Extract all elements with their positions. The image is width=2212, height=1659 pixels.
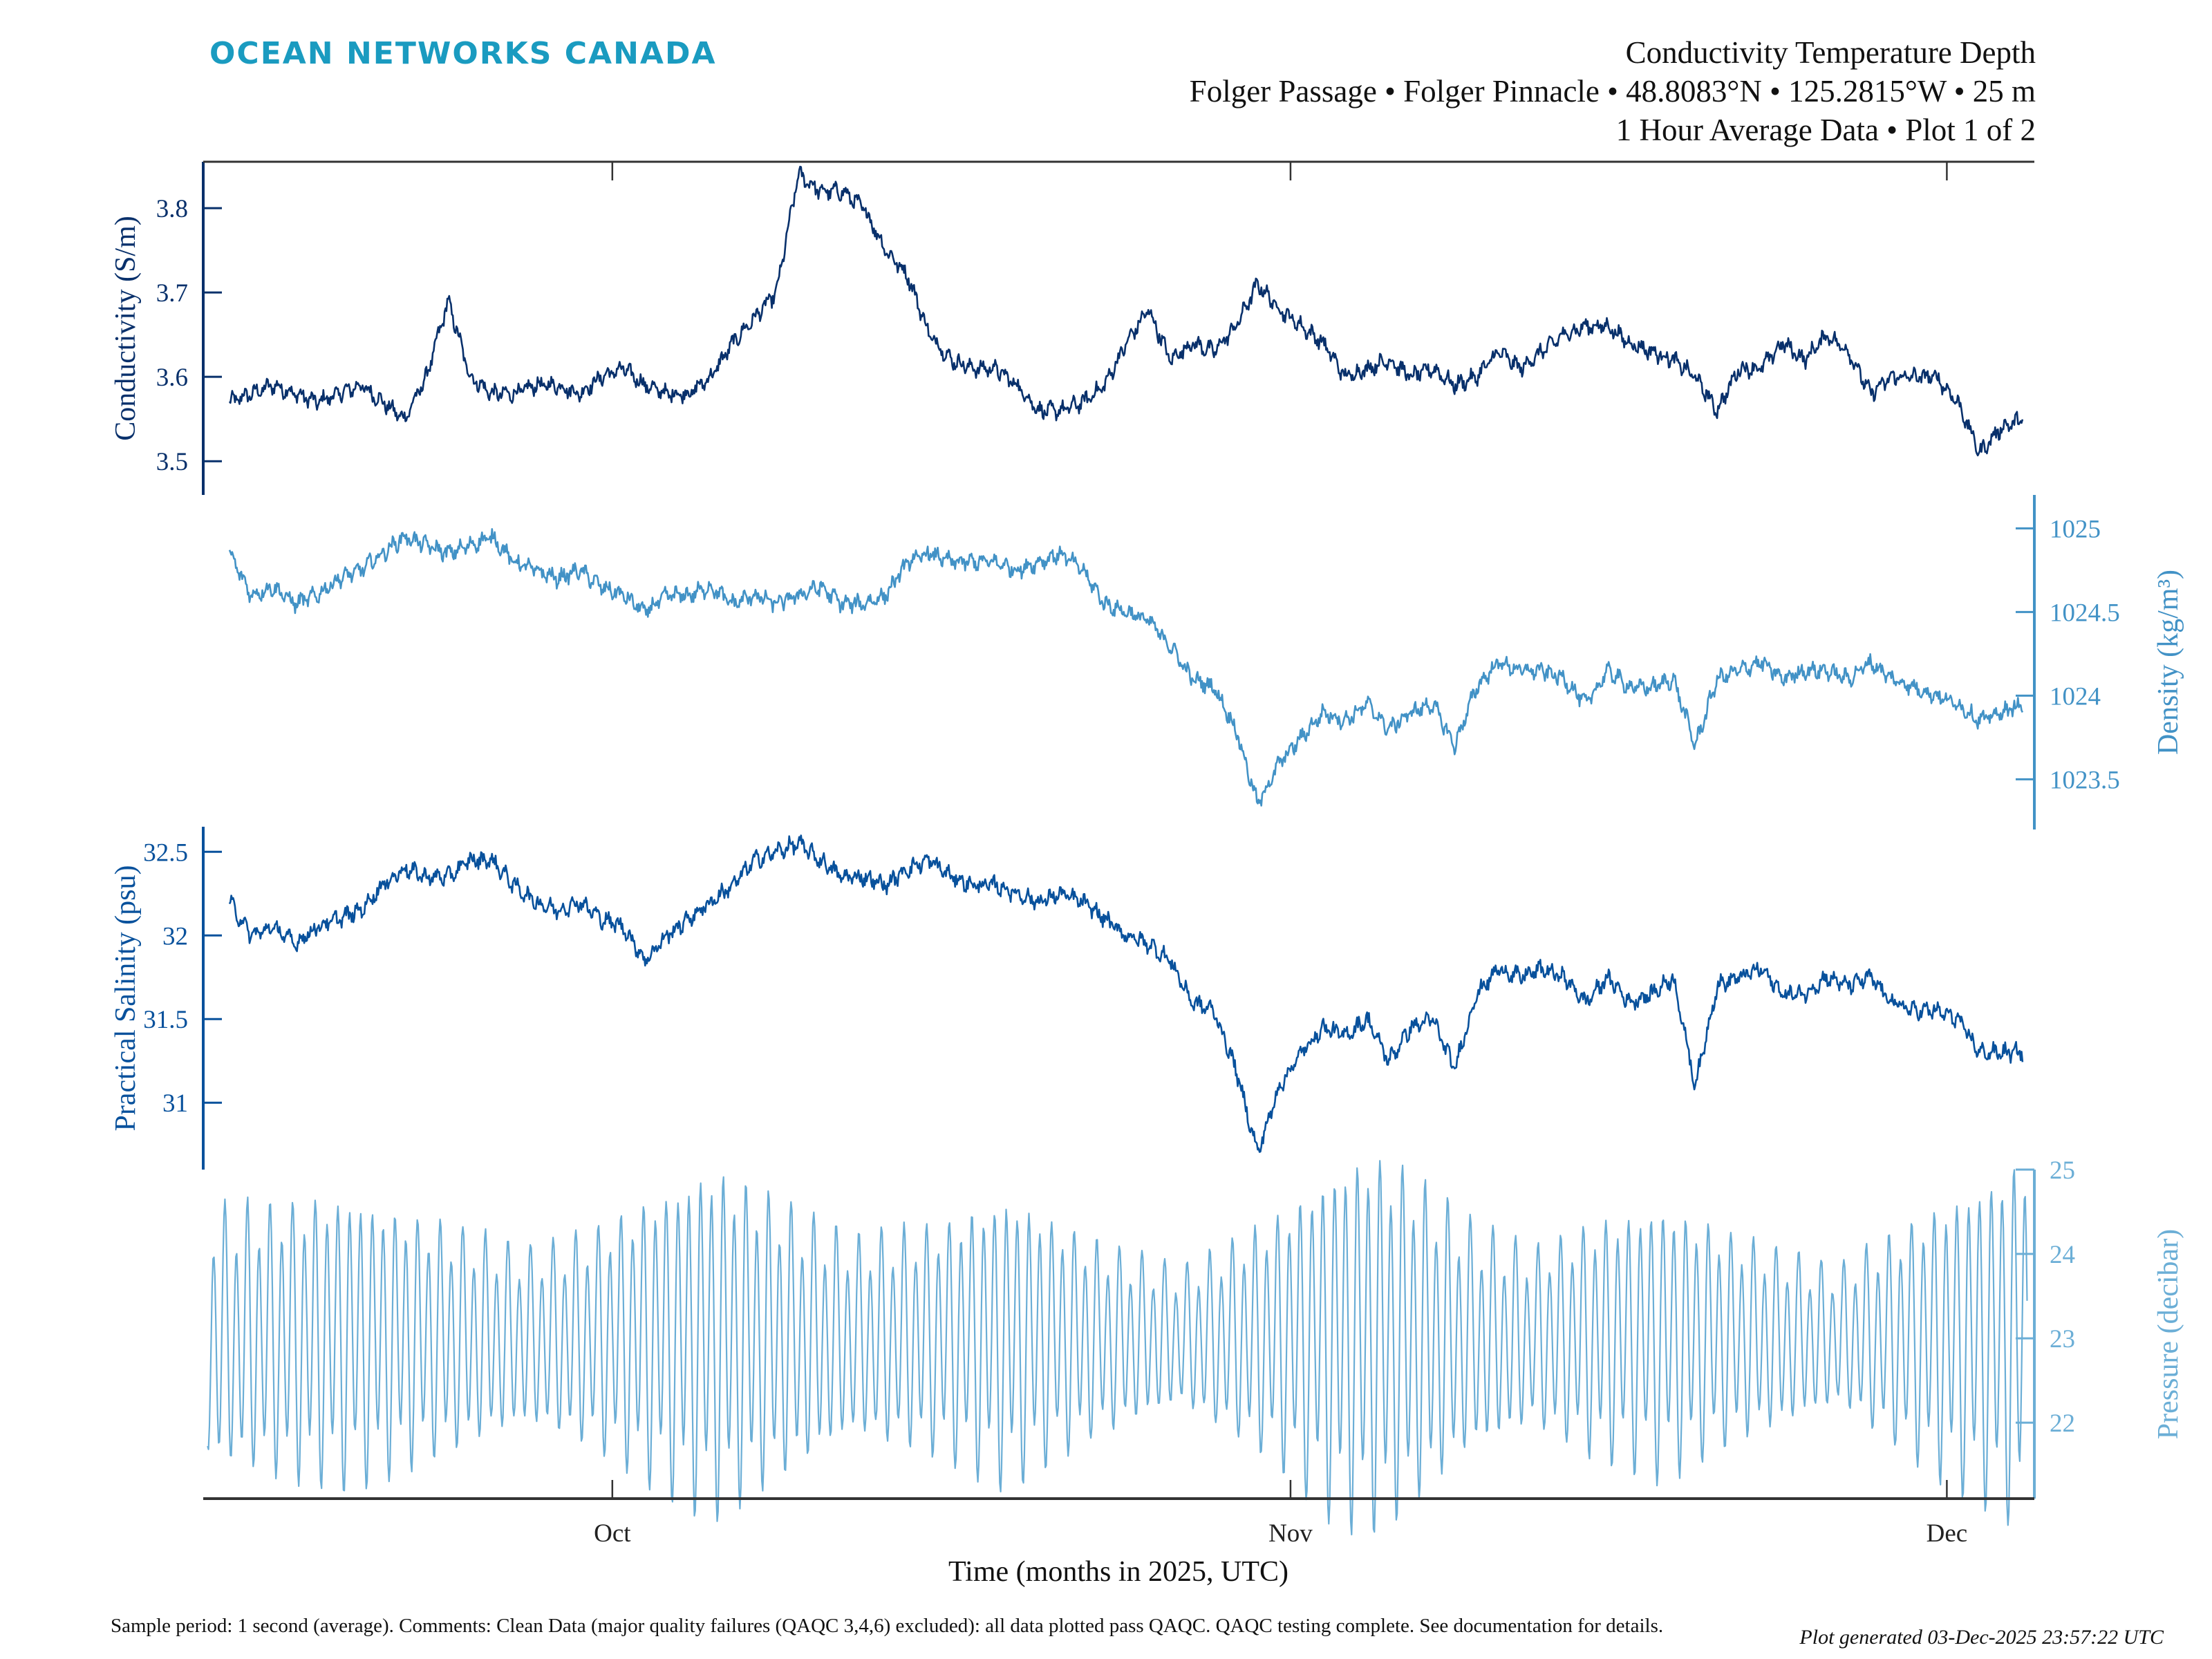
x-tick-label-nov: Nov <box>1268 1519 1313 1548</box>
density-series-line <box>228 527 2024 807</box>
plot-lines <box>207 165 2028 1536</box>
density-y-tick-label: 1024.5 <box>2050 599 2120 627</box>
density-y-tick-label: 1025 <box>2050 515 2101 543</box>
pressure-series-line <box>207 1160 2028 1536</box>
pressure-y-tick-label: 22 <box>2050 1409 2075 1438</box>
footer-comments: Sample period: 1 second (average). Comme… <box>111 1615 1664 1637</box>
x-axis-title: Time (months in 2025, UTC) <box>948 1556 1288 1588</box>
chart-location: Folger Passage • Folger Pinnacle • 48.80… <box>1189 74 2036 109</box>
conductivity-y-axis-title: Conductivity (S/m) <box>110 216 142 441</box>
pressure-y-tick-label: 24 <box>2050 1241 2075 1269</box>
conductivity-y-tick-label: 3.5 <box>156 448 188 476</box>
brand-logo: OCEAN NETWORKS CANADA <box>209 36 717 71</box>
axes: 3.5 3.6 3.7 3.8 Conductivity (S/m) 1023.5 1024… <box>110 160 2184 1548</box>
conductivity-series-line <box>228 165 2024 457</box>
conductivity-y-tick-label: 3.7 <box>156 279 188 308</box>
density-y-tick-label: 1023.5 <box>2050 766 2120 794</box>
pressure-y-axis-title: Pressure (decibar) <box>2153 1229 2184 1439</box>
pressure-y-tick-label: 23 <box>2050 1325 2075 1353</box>
chart-subtitle: 1 Hour Average Data • Plot 1 of 2 <box>1615 113 2036 147</box>
density-y-axis-title: Density (kg/m³) <box>2153 570 2184 755</box>
salinity-y-tick-label: 32 <box>162 922 188 950</box>
pressure-y-tick-label: 25 <box>2050 1156 2075 1185</box>
salinity-y-tick-label: 31 <box>162 1089 188 1118</box>
x-tick-label-oct: Oct <box>594 1519 631 1548</box>
conductivity-y-tick-label: 3.6 <box>156 364 188 392</box>
density-y-tick-label: 1024 <box>2050 682 2101 711</box>
plot-generated-timestamp: Plot generated 03-Dec-2025 23:57:22 UTC <box>1799 1626 2164 1649</box>
chart-title: Conductivity Temperature Depth <box>1625 35 2036 70</box>
salinity-y-tick-label: 31.5 <box>143 1006 188 1034</box>
x-tick-label-dec: Dec <box>1927 1519 1968 1548</box>
conductivity-y-tick-label: 3.8 <box>156 195 188 223</box>
salinity-series-line <box>228 834 2024 1153</box>
salinity-y-axis-title: Practical Salinity (psu) <box>110 865 142 1132</box>
salinity-y-tick-label: 32.5 <box>143 838 188 867</box>
